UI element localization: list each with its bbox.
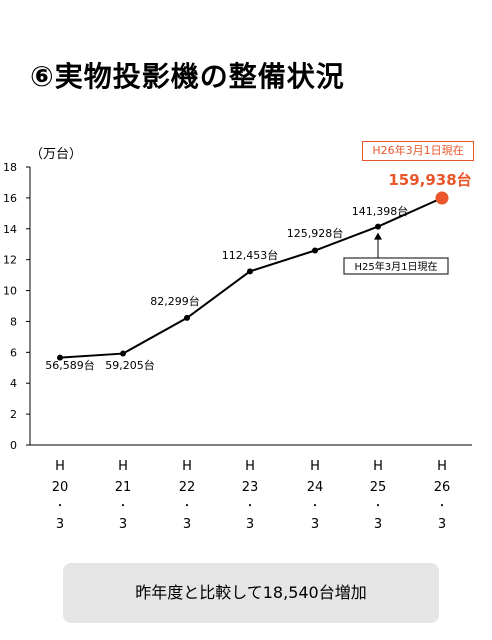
- x-tick-label: 3: [246, 517, 254, 532]
- date-badge: H26年3月1日現在: [362, 141, 474, 161]
- x-tick-label: H: [118, 459, 128, 474]
- x-tick-label: 3: [311, 517, 319, 532]
- x-tick-label: 26: [434, 480, 451, 495]
- callout-label: H25年3月1日現在: [355, 260, 438, 273]
- x-tick-label: 24: [307, 480, 324, 495]
- callout-box: [343, 257, 449, 275]
- y-tick-label: 6: [10, 346, 17, 359]
- page-title: ⑥実物投影機の整備状況: [30, 60, 345, 93]
- y-tick-label: 0: [10, 439, 17, 452]
- y-tick-label: 18: [3, 161, 17, 174]
- y-tick-label: 2: [10, 408, 17, 421]
- series-line: [59, 197, 443, 359]
- x-tick-label: ・: [310, 501, 320, 512]
- x-tick-label: 3: [183, 517, 191, 532]
- x-tick-label: H: [437, 459, 447, 474]
- x-tick-label: ・: [437, 501, 447, 512]
- y-tick-label: 12: [3, 254, 17, 267]
- data-label: 112,453台: [222, 248, 279, 262]
- y-tick-label: 16: [3, 192, 17, 205]
- x-tick-label: 3: [56, 517, 64, 532]
- data-label-highlight: 159,938台: [388, 171, 471, 189]
- x-tick-label: 25: [370, 480, 387, 495]
- x-tick-label: H: [310, 459, 320, 474]
- data-point: [184, 314, 190, 321]
- data-point: [312, 247, 318, 254]
- x-tick-label: ・: [245, 501, 255, 512]
- data-label: 59,205台: [105, 358, 155, 372]
- data-label: 82,299台: [150, 294, 200, 308]
- y-tick-label: 8: [10, 315, 17, 328]
- x-tick-label: 20: [52, 480, 69, 495]
- x-tick-label: 3: [438, 517, 446, 532]
- data-point: [57, 354, 63, 361]
- data-label: 125,928台: [287, 226, 344, 240]
- line-chart: 024681012141618H20・3H21・3H22・3H23・3H24・3…: [3, 161, 472, 532]
- x-tick-label: H: [373, 459, 383, 474]
- x-tick-label: H: [182, 459, 192, 474]
- data-label: 141,398台: [352, 204, 409, 218]
- x-tick-label: 21: [115, 480, 132, 495]
- data-label: 56,589台: [45, 358, 95, 372]
- footer-box: 昨年度と比較して18,540台増加: [63, 563, 439, 623]
- y-axis-unit-label: （万台）: [30, 147, 83, 162]
- x-tick-label: 22: [179, 480, 196, 495]
- x-tick-label: H: [55, 459, 65, 474]
- data-point: [247, 268, 253, 275]
- data-point-highlight: [435, 191, 449, 205]
- x-tick-label: 3: [119, 517, 127, 532]
- y-tick-label: 14: [3, 223, 17, 236]
- x-tick-label: ・: [373, 501, 383, 512]
- data-point: [375, 223, 381, 230]
- y-tick-label: 4: [10, 377, 17, 390]
- x-tick-label: 3: [374, 517, 382, 532]
- x-tick-label: ・: [55, 501, 65, 512]
- x-tick-label: ・: [118, 501, 128, 512]
- x-tick-label: H: [245, 459, 255, 474]
- callout-arrowhead: [374, 232, 382, 240]
- x-tick-label: 23: [242, 480, 259, 495]
- data-point: [120, 350, 126, 357]
- footer-text: 昨年度と比較して18,540台増加: [135, 583, 367, 602]
- y-tick-label: 10: [3, 285, 17, 298]
- x-tick-label: ・: [182, 501, 192, 512]
